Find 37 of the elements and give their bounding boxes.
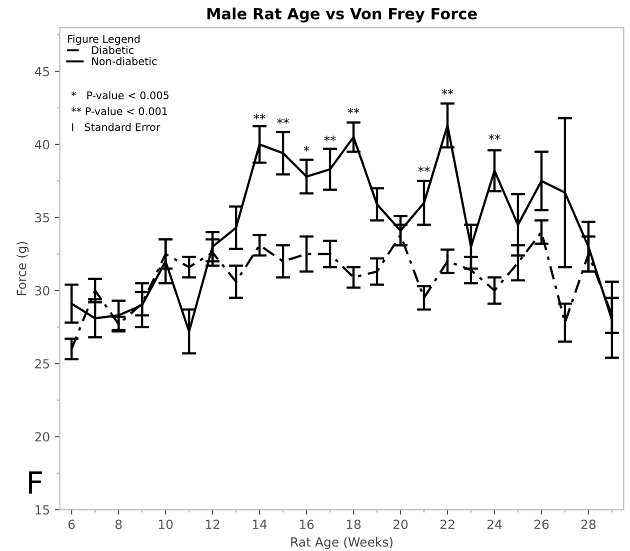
annotation: ** — [277, 118, 289, 124]
x-tick-label: 16 — [300, 520, 314, 530]
x-tick-label: 12 — [206, 520, 220, 529]
annotation: ** — [442, 88, 454, 95]
x-tick-label: 24 — [487, 520, 502, 529]
text: F — [29, 471, 42, 494]
y-axis-title: Force (g) — [16, 242, 29, 296]
x-tick-label: 6 — [68, 520, 75, 530]
annotation: ** — [348, 108, 360, 114]
y-tick-label: 20 — [35, 432, 50, 442]
legend-title: Figure Legend — [68, 34, 140, 45]
legend-label: Non-diabetic — [92, 57, 157, 66]
annotation: * P-value < 0.005 — [71, 91, 169, 100]
x-tick-label: 20 — [393, 520, 408, 530]
y-tick-label: 25 — [35, 359, 50, 369]
annotation: ** — [418, 166, 430, 172]
x-tick-label: 22 — [440, 520, 454, 529]
x-tick-label: 10 — [158, 520, 173, 530]
y-tick-label: 40 — [34, 140, 50, 150]
annotation: I Standard Error — [72, 123, 160, 132]
x-tick-label: 28 — [581, 520, 596, 530]
annotation: * — [304, 146, 310, 152]
x-axis-title: Rat Age (Weeks) — [291, 537, 392, 550]
annotation: ** — [254, 114, 266, 120]
y-tick-label: 30 — [35, 286, 50, 296]
x-tick-label: 18 — [346, 520, 361, 530]
x-tick-label: 14 — [252, 520, 267, 529]
annotation: ** P-value < 0.001 — [71, 107, 168, 116]
y-tick-label: 45 — [34, 67, 50, 76]
annotation: ** — [324, 136, 336, 142]
chart-title: Male Rat Age vs Von Frey Force — [207, 8, 477, 23]
y-tick-label: 35 — [35, 212, 50, 222]
x-tick-label: 26 — [534, 520, 549, 530]
annotation: ** — [488, 134, 500, 140]
y-tick-label: 15 — [36, 505, 50, 515]
x-tick-label: 8 — [115, 520, 122, 530]
legend-label: Diabetic — [92, 46, 134, 54]
